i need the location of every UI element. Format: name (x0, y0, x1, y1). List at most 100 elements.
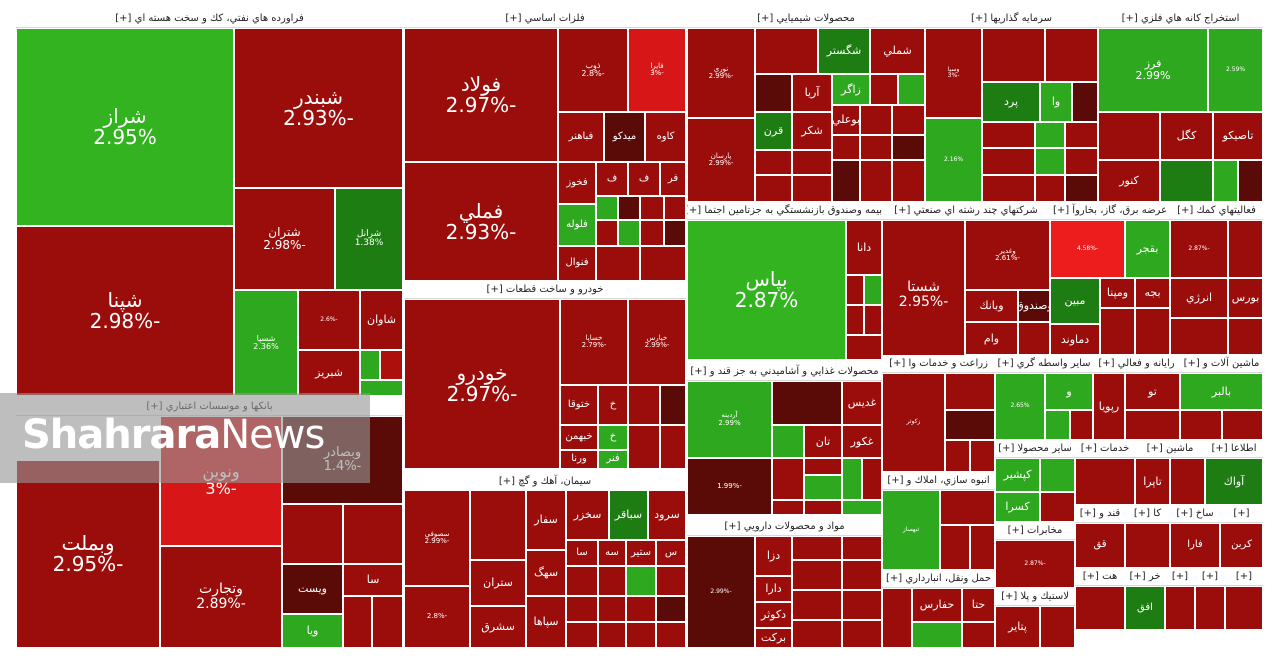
stock-tile[interactable] (1160, 160, 1213, 202)
stock-tile[interactable] (792, 590, 842, 620)
stock-tile[interactable] (1135, 308, 1170, 355)
stock-tile[interactable] (664, 220, 686, 246)
stock-tile[interactable] (945, 440, 970, 472)
stock-tile[interactable]: فر (660, 162, 686, 196)
stock-tile[interactable] (1065, 148, 1098, 175)
stock-tile[interactable]: -2.87% (1170, 220, 1228, 278)
stock-tile[interactable] (755, 74, 792, 112)
stock-tile[interactable] (1222, 410, 1263, 440)
sector-title[interactable]: سيمان، آهك و گچ [+] (404, 473, 686, 491)
stock-tile[interactable]: تو (1125, 373, 1180, 410)
stock-tile[interactable]: وغدير -2.61% (965, 220, 1050, 290)
stock-tile[interactable] (1075, 458, 1135, 505)
stock-tile[interactable]: فباهنر (558, 112, 604, 162)
stock-tile[interactable]: ف (628, 162, 660, 196)
sector-title[interactable]: [+] (1220, 505, 1263, 523)
stock-tile[interactable]: بپاس 2.87% (687, 220, 846, 360)
stock-tile[interactable] (380, 350, 403, 380)
sector-title[interactable]: ساير محصولا [+] (995, 440, 1075, 458)
stock-tile[interactable]: سرود (648, 490, 686, 540)
stock-tile[interactable]: بقجر (1125, 220, 1170, 278)
stock-tile[interactable] (772, 458, 804, 500)
stock-tile[interactable]: شتران -2.98% (234, 188, 335, 290)
stock-tile[interactable]: شگستر (818, 28, 870, 74)
stock-tile[interactable] (755, 150, 792, 175)
stock-tile[interactable]: افق (1125, 586, 1165, 630)
stock-tile[interactable]: سفار (526, 490, 566, 550)
stock-tile[interactable] (566, 622, 598, 648)
sector-title[interactable]: مواد و محصولات دارويي [+] (687, 518, 882, 536)
stock-tile[interactable]: حفارس (912, 588, 962, 622)
stock-tile[interactable] (640, 220, 664, 246)
stock-tile[interactable] (804, 500, 842, 515)
stock-tile[interactable] (1100, 308, 1135, 355)
sector-title[interactable]: خدمات [+] (1075, 440, 1135, 458)
stock-tile[interactable] (860, 160, 892, 202)
stock-tile[interactable]: تاپرا (1135, 458, 1170, 505)
stock-tile[interactable] (792, 620, 842, 648)
stock-tile[interactable] (360, 350, 380, 380)
stock-tile[interactable]: شاوان (360, 290, 403, 350)
stock-tile[interactable] (962, 622, 995, 648)
stock-tile[interactable]: كنور (1098, 160, 1160, 202)
stock-tile[interactable]: خبهمن (560, 425, 598, 450)
stock-tile[interactable] (618, 196, 640, 220)
stock-tile[interactable] (626, 622, 656, 648)
stock-tile[interactable]: وسپا -3% (925, 28, 982, 118)
stock-tile[interactable] (626, 596, 656, 622)
stock-tile[interactable] (842, 500, 882, 515)
stock-tile[interactable]: كسرا (995, 492, 1040, 522)
stock-tile[interactable] (892, 160, 925, 202)
stock-tile[interactable] (1170, 458, 1205, 505)
sector-title[interactable]: ماشين آلات و [+] (1180, 355, 1263, 373)
stock-tile[interactable] (282, 504, 343, 564)
stock-tile[interactable]: رپويا (1093, 373, 1125, 440)
stock-tile[interactable] (656, 622, 686, 648)
stock-tile[interactable]: تان (804, 425, 842, 458)
stock-tile[interactable]: بورس (1228, 278, 1263, 318)
stock-tile[interactable] (864, 305, 882, 335)
stock-tile[interactable] (882, 588, 912, 648)
stock-tile[interactable] (846, 305, 864, 335)
stock-tile[interactable]: 2.59% (1208, 28, 1263, 112)
stock-tile[interactable] (1225, 586, 1263, 630)
stock-tile[interactable]: دانا (846, 220, 882, 275)
stock-tile[interactable]: فايرا -3% (628, 28, 686, 112)
stock-tile[interactable] (772, 500, 804, 515)
stock-tile[interactable] (772, 381, 842, 425)
stock-tile[interactable]: ذوب -2.8% (558, 28, 628, 112)
stock-tile[interactable] (846, 335, 882, 360)
stock-tile[interactable] (566, 566, 598, 596)
stock-tile[interactable]: شسپا 2.36% (234, 290, 298, 396)
stock-tile[interactable]: -2.99% (687, 536, 755, 648)
stock-tile[interactable] (1018, 322, 1050, 355)
stock-tile[interactable]: قق (1075, 523, 1125, 568)
stock-tile[interactable]: و (1045, 373, 1093, 410)
stock-tile[interactable] (870, 74, 898, 105)
sector-title[interactable]: [+] (1165, 568, 1195, 586)
stock-tile[interactable] (660, 385, 686, 425)
stock-tile[interactable]: بوعلي (832, 105, 860, 135)
stock-tile[interactable] (660, 425, 686, 469)
stock-tile[interactable]: سصوفي -2.99% (404, 490, 470, 586)
stock-tile[interactable]: ستران (470, 560, 526, 606)
stock-tile[interactable]: 2.16% (925, 118, 982, 202)
stock-tile[interactable] (846, 275, 864, 305)
stock-tile[interactable]: تاصيكو (1213, 112, 1263, 160)
stock-tile[interactable]: شبندر -2.93% (234, 28, 403, 188)
sector-title[interactable]: لاستيك و پلا [+] (995, 588, 1075, 606)
stock-tile[interactable]: سشرق (470, 606, 526, 648)
sector-title[interactable]: محصولات شيميايي [+] (687, 10, 925, 28)
stock-tile[interactable]: سباقر (609, 490, 648, 540)
stock-tile[interactable] (1213, 160, 1238, 202)
stock-tile[interactable] (1228, 318, 1263, 355)
sector-title[interactable]: سرمايه گذاريها [+] (925, 10, 1098, 28)
stock-tile[interactable]: زكوثر (882, 373, 945, 472)
stock-tile[interactable] (1238, 160, 1263, 202)
stock-tile[interactable]: فلوله (558, 204, 596, 246)
stock-tile[interactable] (1098, 112, 1160, 160)
stock-tile[interactable] (656, 596, 686, 622)
stock-tile[interactable] (892, 135, 925, 160)
sector-title[interactable]: فعاليتهاي كمك [+] (1170, 202, 1263, 220)
sector-title[interactable]: ماشين [+] (1135, 440, 1205, 458)
